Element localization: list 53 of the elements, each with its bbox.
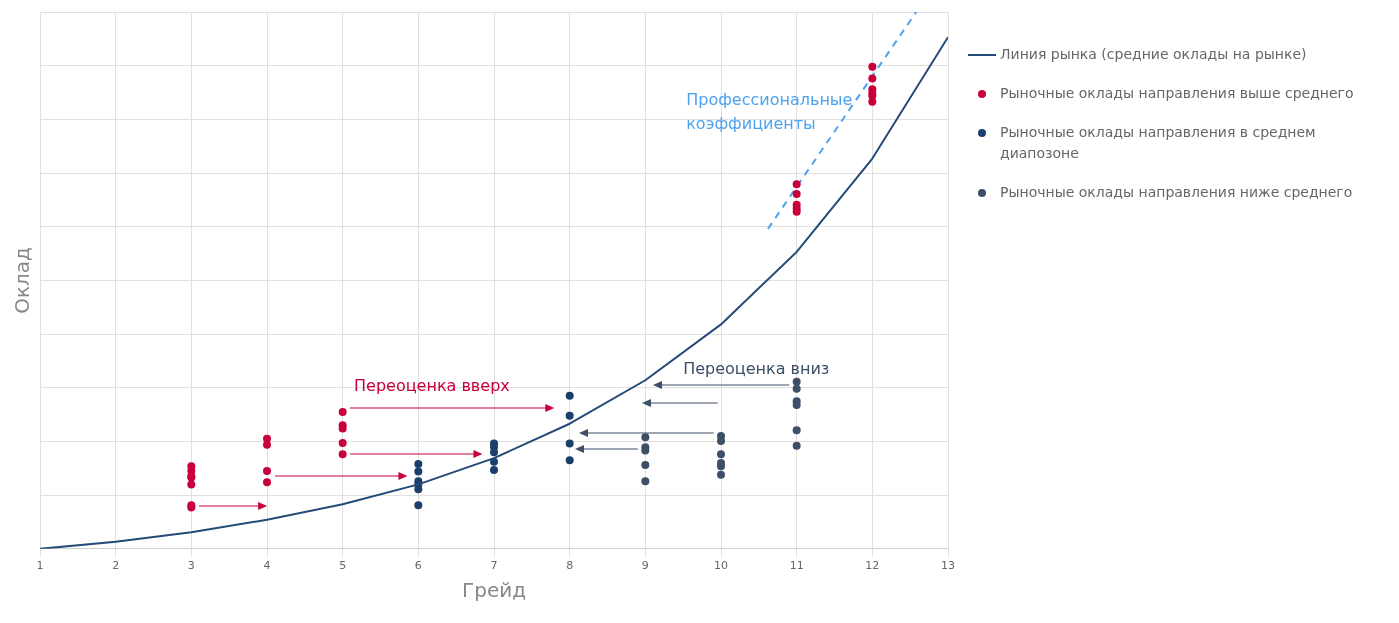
point (414, 459, 423, 468)
x-tick-label: 6 (414, 559, 422, 573)
legend-label: Линия рынка (средние оклады на рынке) (1000, 45, 1307, 64)
x-tick-label: 5 (339, 559, 347, 573)
point (868, 62, 877, 71)
legend-label: Рыночные оклады направления в среднем диапозоне (1000, 123, 1317, 163)
x-tick-label: 3 (187, 559, 195, 573)
point (565, 411, 574, 420)
point (338, 450, 347, 459)
point (414, 467, 423, 476)
point (263, 478, 271, 487)
legend-label: Рыночные оклады направления ниже среднего (1000, 183, 1353, 202)
point (641, 461, 650, 470)
point (641, 433, 650, 442)
point (792, 377, 801, 386)
point (338, 439, 347, 448)
x-tick-label: 4 (263, 559, 271, 573)
annotation: Переоценка вниз (683, 358, 830, 381)
point (187, 480, 196, 489)
point (868, 74, 877, 83)
x-tick-label: 9 (641, 559, 649, 573)
point (717, 470, 725, 479)
point (565, 391, 574, 400)
point (792, 384, 801, 393)
annotation: Профессиональные коэффициенты (686, 88, 854, 135)
point (565, 439, 574, 448)
x-tick-label: 7 (490, 559, 498, 573)
point (263, 440, 271, 449)
y-axis-title: Оклад (10, 247, 35, 314)
annotation: Переоценка вверх (354, 375, 510, 397)
x-tick-label: 11 (789, 559, 804, 573)
x-tick-label: 13 (941, 559, 955, 573)
point (490, 448, 498, 457)
point (641, 477, 650, 486)
point (414, 485, 423, 494)
x-tick-label: 1 (36, 559, 44, 573)
point (338, 407, 347, 416)
legend-label: Рыночные оклады направления выше среднего (1000, 84, 1354, 103)
x-tick-label: 12 (865, 559, 880, 573)
point (263, 466, 271, 475)
x-tick-label: 2 (112, 559, 120, 573)
point (792, 426, 801, 435)
point (414, 501, 423, 510)
point (717, 450, 725, 459)
x-axis-title: Грейд (461, 578, 527, 603)
point (868, 97, 877, 106)
x-tick-label: 10 (714, 559, 728, 573)
point (792, 441, 801, 450)
point (792, 180, 801, 189)
point (792, 189, 801, 198)
x-tick-label: 8 (566, 559, 574, 573)
point (565, 456, 574, 465)
point (490, 465, 498, 474)
